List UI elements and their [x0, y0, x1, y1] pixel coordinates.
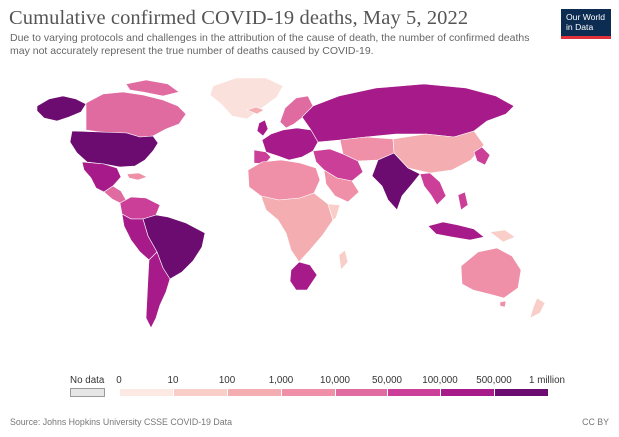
region-argentina-chile[interactable] — [145, 251, 171, 329]
chart-title: Cumulative confirmed COVID-19 deaths, Ma… — [9, 7, 469, 29]
region-papua-new-guinea[interactable] — [489, 229, 516, 243]
legend-bin[interactable] — [494, 388, 549, 397]
legend-tick: 1,000 — [268, 375, 294, 386]
legend-bin[interactable] — [387, 388, 441, 397]
legend-tick: 50,000 — [372, 375, 402, 386]
region-philippines[interactable] — [457, 191, 469, 211]
region-central-africa[interactable] — [260, 192, 334, 263]
legend-tick: 0 — [116, 375, 122, 386]
region-middle-east[interactable] — [312, 148, 364, 182]
region-arabia[interactable] — [323, 169, 360, 203]
legend-bin[interactable] — [335, 388, 388, 397]
source-note[interactable]: Source: Johns Hopkins University CSSE CO… — [10, 417, 232, 427]
region-canada[interactable] — [85, 91, 187, 138]
region-iceland[interactable] — [246, 106, 265, 115]
logo-line-1: Our World — [566, 12, 605, 22]
world-map[interactable] — [0, 70, 619, 370]
region-madagascar[interactable] — [338, 249, 349, 271]
legend-bin[interactable] — [281, 388, 336, 397]
chart-subtitle: Due to varying protocols and challenges … — [10, 32, 530, 57]
color-legend: No data 0 10 100 1,000 10,000 50,000 100… — [0, 370, 619, 400]
region-iberia[interactable] — [253, 149, 272, 165]
license-label[interactable]: CC BY — [582, 417, 609, 427]
legend-tick: 100 — [218, 375, 236, 386]
legend-no-data-label: No data — [70, 375, 105, 386]
owid-logo[interactable]: Our World in Data — [561, 9, 611, 39]
region-australia[interactable] — [460, 247, 522, 299]
region-caribbean[interactable] — [126, 172, 148, 181]
region-indonesia[interactable] — [427, 221, 485, 241]
region-europe[interactable] — [261, 127, 319, 161]
region-uk[interactable] — [256, 119, 269, 137]
legend-no-data-swatch — [70, 388, 105, 397]
region-arctic-islands[interactable] — [125, 79, 180, 97]
region-alaska[interactable] — [36, 95, 87, 122]
legend-bin[interactable] — [227, 388, 282, 397]
region-south-africa[interactable] — [289, 261, 318, 291]
region-india[interactable] — [371, 152, 421, 211]
legend-bin[interactable] — [119, 388, 174, 397]
region-united-states[interactable] — [69, 130, 159, 168]
legend-tick: 500,000 — [476, 375, 512, 386]
region-japan-korea[interactable] — [473, 146, 491, 166]
legend-tick: 10,000 — [320, 375, 350, 386]
region-southeast-asia[interactable] — [419, 172, 447, 206]
legend-bin[interactable] — [173, 388, 228, 397]
region-greenland[interactable] — [209, 77, 284, 120]
region-horn-of-africa[interactable] — [327, 203, 341, 221]
region-new-zealand[interactable] — [529, 297, 546, 319]
region-tasmania[interactable] — [499, 300, 507, 308]
legend-tick: 10 — [167, 375, 179, 386]
region-north-africa[interactable] — [247, 159, 321, 201]
logo-line-2: in Data — [566, 22, 594, 32]
legend-bin[interactable] — [440, 388, 495, 397]
legend-tick: 100,000 — [422, 375, 458, 386]
region-russia[interactable] — [301, 83, 515, 143]
legend-tick: 1 million — [529, 375, 565, 386]
